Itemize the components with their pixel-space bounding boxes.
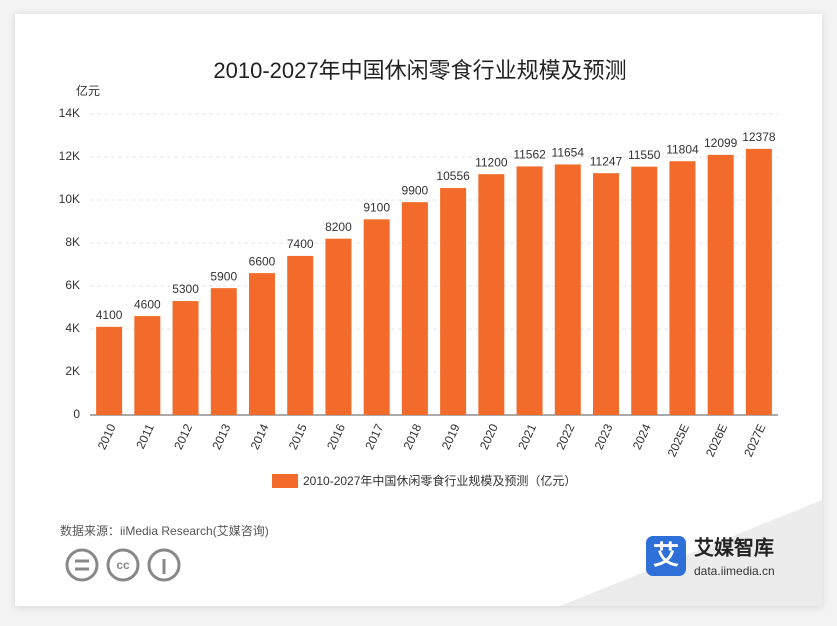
data-label: 6600 <box>249 254 276 268</box>
bar <box>172 301 199 415</box>
bar <box>249 273 275 415</box>
y-tick-label: 10K <box>59 192 80 206</box>
data-label: 11247 <box>590 154 623 168</box>
data-label: 11200 <box>475 155 508 169</box>
data-label: 11654 <box>552 146 585 160</box>
data-label: 9900 <box>402 183 429 197</box>
y-tick-label: 14K <box>59 106 80 120</box>
bar <box>478 174 505 415</box>
bar <box>707 154 734 415</box>
y-tick-label: 2K <box>65 364 80 378</box>
bar <box>287 255 314 415</box>
data-label: 12378 <box>742 130 776 144</box>
logo-icon: 艾 <box>653 540 679 570</box>
logo-url: data.iimedia.cn <box>694 564 775 578</box>
bar <box>745 148 772 416</box>
data-label: 5300 <box>172 282 199 296</box>
bar <box>134 316 161 415</box>
y-tick-label: 4K <box>65 321 80 335</box>
bar <box>669 161 696 415</box>
data-label: 10556 <box>436 169 470 183</box>
cc-icon-text: cc <box>116 558 130 572</box>
y-tick-label: 6K <box>65 278 80 292</box>
data-label: 11550 <box>628 148 661 162</box>
bar <box>554 164 581 415</box>
bar <box>440 188 467 415</box>
bar <box>401 202 428 415</box>
chart-title: 2010-2027年中国休闲零食行业规模及预测 <box>213 58 626 83</box>
bar <box>363 219 390 415</box>
logo-box <box>646 536 686 576</box>
bar <box>631 166 658 415</box>
y-tick-label: 12K <box>59 149 80 163</box>
data-label: 12099 <box>704 136 738 150</box>
source: 数据来源：iiMedia Research(艾媒咨询) <box>60 523 269 538</box>
y-tick-label: 0 <box>73 407 80 421</box>
license-icons <box>65 548 181 582</box>
bar <box>96 326 123 415</box>
corner-shade <box>560 500 822 606</box>
bar <box>325 238 352 415</box>
logo-name: 艾媒智库 <box>694 535 774 559</box>
bar <box>593 173 619 415</box>
bar <box>516 166 543 415</box>
data-label: 7400 <box>287 237 314 251</box>
legend-swatch <box>272 474 298 488</box>
data-label: 4100 <box>96 308 123 322</box>
data-label: 5900 <box>210 269 237 283</box>
y-tick-label: 8K <box>65 235 80 249</box>
data-label: 11562 <box>513 148 546 162</box>
y-axis-unit: 亿元 <box>76 83 100 98</box>
data-label: 9100 <box>363 201 390 215</box>
data-label: 4600 <box>134 297 161 311</box>
data-label: 11804 <box>666 142 699 156</box>
legend-label: 2010-2027年中国休闲零食行业规模及预测（亿元） <box>303 473 576 488</box>
bar <box>210 288 237 415</box>
data-label: 8200 <box>325 220 352 234</box>
